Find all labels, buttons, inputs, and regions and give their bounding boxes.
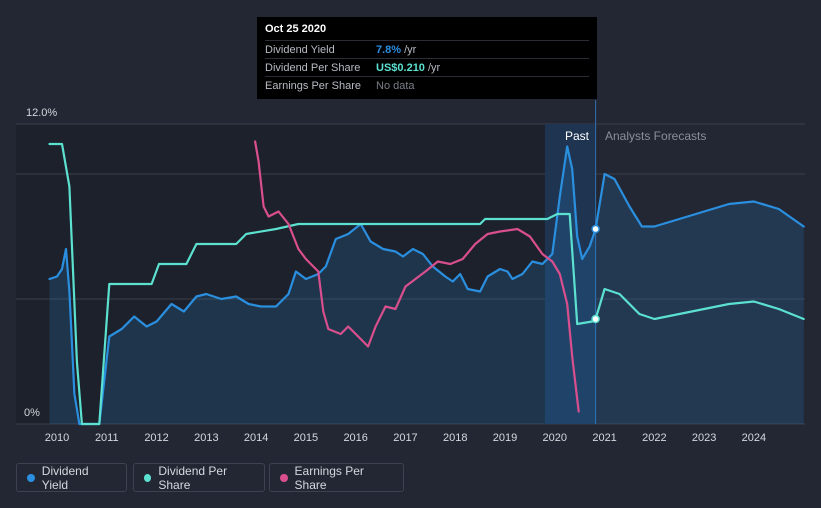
tooltip-row-dividend-per-share: Dividend Per Share US$0.210 /yr [265,58,589,76]
legend-dot-icon [280,473,288,482]
forecast-region-label: Analysts Forecasts [605,129,707,143]
x-tick-label: 2010 [45,432,69,444]
tooltip-date: Oct 25 2020 [265,23,327,35]
x-tick-label: 2020 [543,432,567,444]
x-tick-label: 2015 [294,432,318,444]
legend-dividend-yield[interactable]: Dividend Yield [16,463,127,492]
y-axis-bottom-label: 0% [24,407,40,419]
legend-dot-icon [144,473,152,482]
legend-dot-icon [27,473,35,482]
x-axis-ticks: 2010 2011 2012 2013 2014 2015 2016 2017 2018 2019… [45,432,766,444]
x-tick-label: 2023 [692,432,716,444]
series-line-earnings-per-share [254,140,580,413]
tooltip-unit: /yr [404,43,417,56]
past-highlight-band [544,124,596,424]
x-tick-label: 2011 [95,432,119,444]
tooltip-row-dividend-yield: Dividend Yield 7.8% /yr [265,40,589,58]
legend-earnings-per-share[interactable]: Earnings Per Share [269,463,404,492]
tooltip-value: No data [376,79,415,92]
chart-areas [49,100,804,424]
series-area-dividend-yield [49,146,804,424]
x-tick-label: 2022 [642,432,666,444]
past-region-label: Past [565,129,590,143]
legend-label: Earnings Per Share [294,463,364,492]
dividend-per-share-marker [591,314,600,324]
tooltip-value: US$0.210 [376,61,425,74]
tooltip-label: Dividend Yield [265,43,335,56]
x-tick-label: 2012 [144,432,168,444]
tooltip-row-earnings-per-share: Earnings Per Share No data [265,76,589,94]
legend-label: Dividend Per Share [158,463,228,492]
highlight-markers [591,224,600,324]
chart-gridlines [16,123,805,425]
series-line-dividend-per-share [48,142,805,426]
legend-label: Dividend Yield [41,463,89,492]
y-axis-top-label: 12.0% [26,107,57,119]
tooltip-unit: /yr [427,61,441,74]
x-tick-label: 2016 [343,432,367,444]
legend-dividend-per-share[interactable]: Dividend Per Share [133,463,265,492]
x-tick-label: 2013 [194,432,218,444]
x-tick-label: 2019 [493,432,517,444]
x-tick-label: 2024 [742,432,766,444]
chart-lines [48,140,805,426]
dividend-yield-marker [591,224,600,234]
tooltip-label: Dividend Per Share [265,61,361,74]
x-tick-label: 2018 [443,432,467,444]
chart-tooltip: Oct 25 2020 Dividend Yield 7.8% /yr Divi… [257,17,597,99]
x-tick-label: 2014 [244,432,268,444]
tooltip-value: 7.8% [376,43,402,56]
x-tick-label: 2017 [393,432,417,444]
series-line-dividend-yield [48,145,805,426]
x-tick-label: 2021 [592,432,616,444]
tooltip-label: Earnings Per Share [265,79,361,92]
